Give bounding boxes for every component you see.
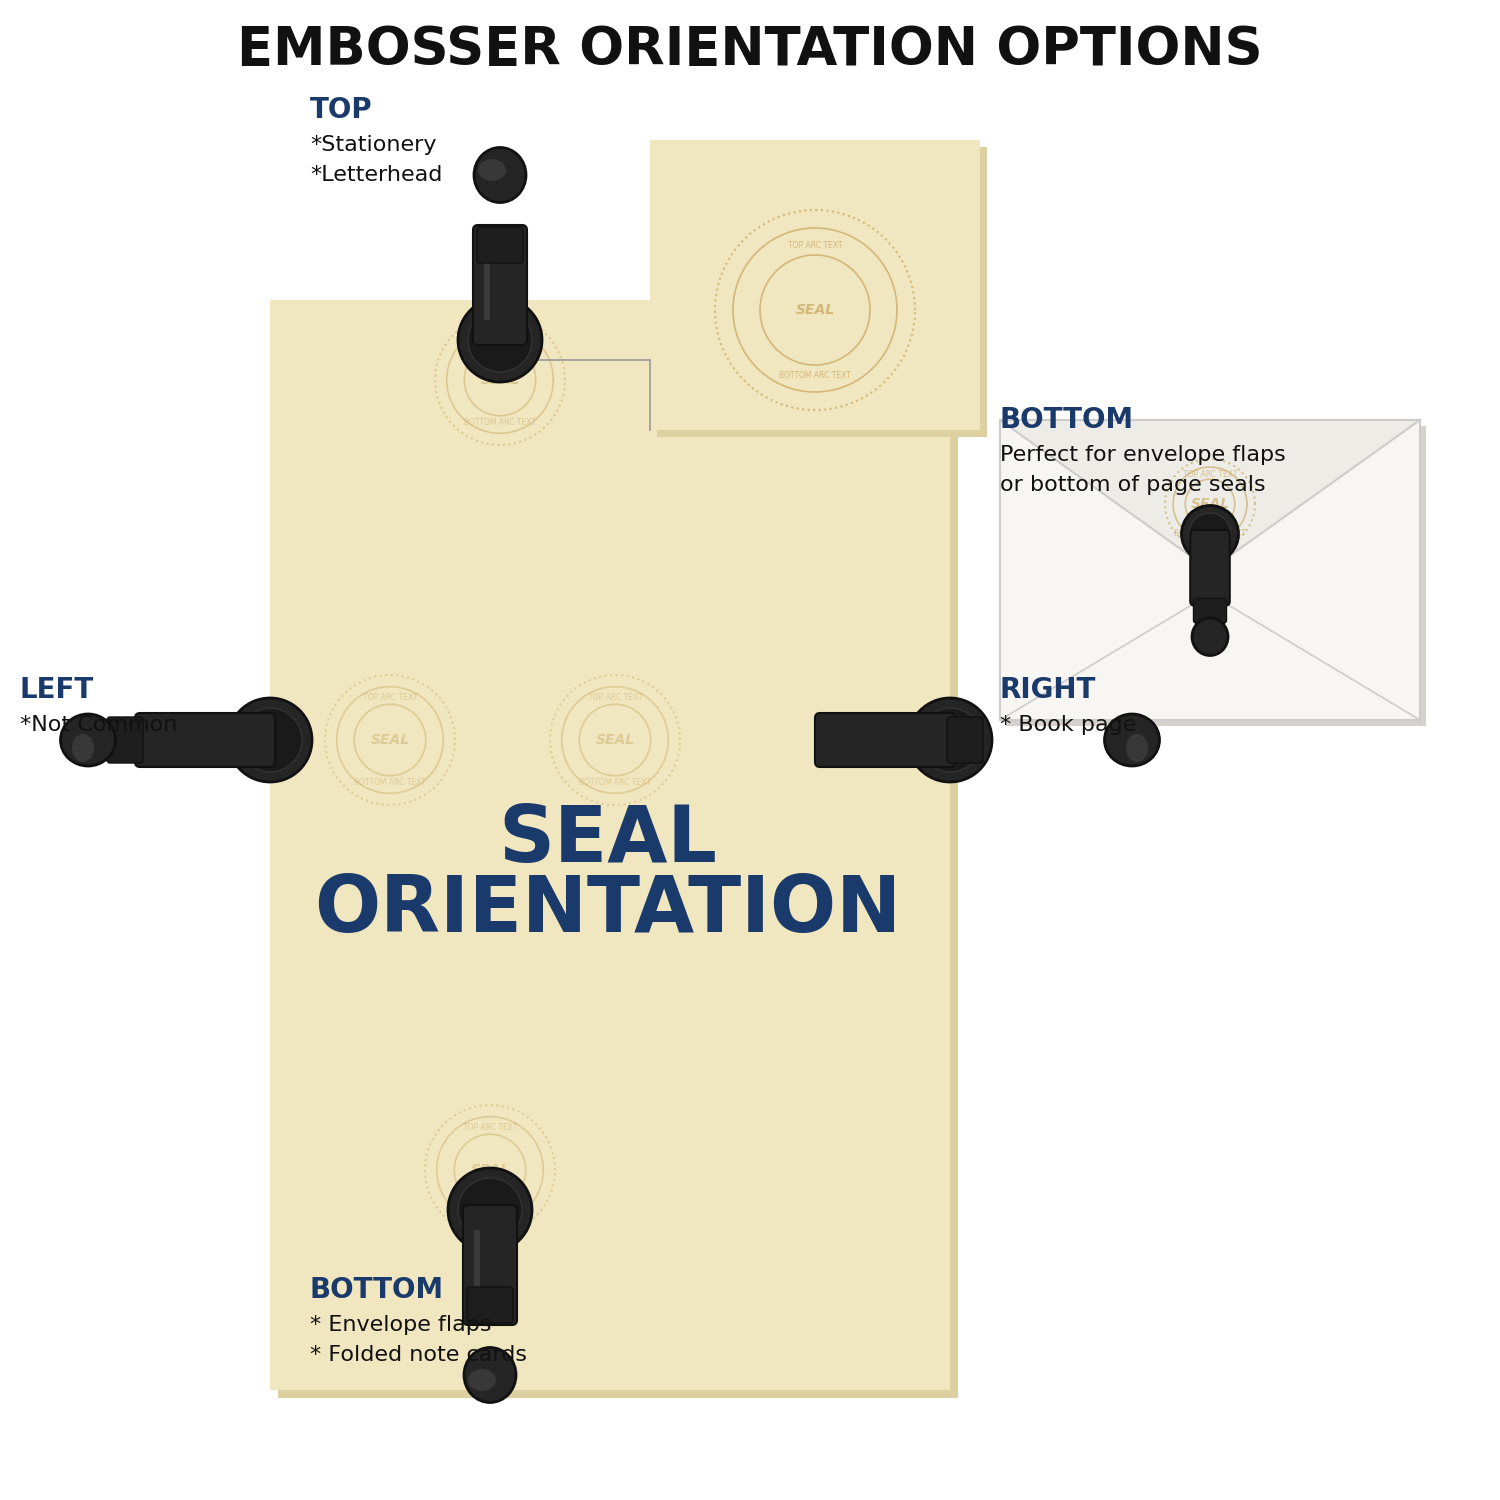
FancyBboxPatch shape xyxy=(472,225,526,345)
Circle shape xyxy=(1190,513,1231,555)
Text: BOTTOM: BOTTOM xyxy=(310,1276,444,1304)
Polygon shape xyxy=(1000,420,1420,570)
Text: BOTTOM ARC TEXT: BOTTOM ARC TEXT xyxy=(1174,530,1246,538)
Text: BOTTOM ARC TEXT: BOTTOM ARC TEXT xyxy=(454,1208,526,1216)
Polygon shape xyxy=(474,1230,480,1300)
Text: RIGHT: RIGHT xyxy=(1000,676,1096,703)
FancyBboxPatch shape xyxy=(815,712,956,766)
Text: *Not Common: *Not Common xyxy=(20,716,177,735)
Circle shape xyxy=(448,1168,532,1252)
Text: TOP ARC TEXT: TOP ARC TEXT xyxy=(1182,471,1238,480)
Circle shape xyxy=(918,708,982,772)
Ellipse shape xyxy=(1126,734,1148,762)
FancyBboxPatch shape xyxy=(135,712,274,766)
FancyBboxPatch shape xyxy=(657,147,987,436)
Text: or bottom of page seals: or bottom of page seals xyxy=(1000,476,1266,495)
Circle shape xyxy=(1182,506,1239,562)
Text: SEAL: SEAL xyxy=(596,734,634,747)
FancyBboxPatch shape xyxy=(477,226,524,262)
Text: BOTTOM ARC TEXT: BOTTOM ARC TEXT xyxy=(579,777,651,786)
Ellipse shape xyxy=(478,159,506,182)
FancyBboxPatch shape xyxy=(270,300,950,1391)
FancyBboxPatch shape xyxy=(1194,598,1227,624)
Text: SEAL: SEAL xyxy=(471,1162,510,1178)
Circle shape xyxy=(908,698,992,782)
Ellipse shape xyxy=(468,1370,496,1390)
FancyBboxPatch shape xyxy=(946,717,982,764)
Text: SEAL: SEAL xyxy=(498,802,717,877)
Text: TOP ARC TEXT: TOP ARC TEXT xyxy=(462,1124,518,1132)
FancyBboxPatch shape xyxy=(1191,530,1230,606)
Text: *Letterhead: *Letterhead xyxy=(310,165,442,184)
Text: BOTTOM ARC TEXT: BOTTOM ARC TEXT xyxy=(778,370,850,380)
FancyBboxPatch shape xyxy=(1007,426,1426,726)
Text: TOP ARC TEXT: TOP ARC TEXT xyxy=(472,333,528,342)
Text: * Book page: * Book page xyxy=(1000,716,1137,735)
Text: *Stationery: *Stationery xyxy=(310,135,436,154)
FancyBboxPatch shape xyxy=(650,140,980,430)
Circle shape xyxy=(458,298,542,382)
Text: LEFT: LEFT xyxy=(20,676,94,703)
Ellipse shape xyxy=(72,734,94,762)
FancyBboxPatch shape xyxy=(1000,420,1420,720)
Ellipse shape xyxy=(60,714,116,766)
Text: SEAL: SEAL xyxy=(1191,496,1230,512)
Text: * Folded note cards: * Folded note cards xyxy=(310,1346,526,1365)
Text: SEAL: SEAL xyxy=(370,734,410,747)
Text: TOP ARC TEXT: TOP ARC TEXT xyxy=(788,240,843,249)
Ellipse shape xyxy=(474,147,526,202)
Text: EMBOSSER ORIENTATION OPTIONS: EMBOSSER ORIENTATION OPTIONS xyxy=(237,24,1263,76)
Ellipse shape xyxy=(1104,714,1160,766)
Polygon shape xyxy=(484,251,490,320)
Text: TOP ARC TEXT: TOP ARC TEXT xyxy=(588,693,642,702)
Text: TOP ARC TEXT: TOP ARC TEXT xyxy=(363,693,417,702)
Circle shape xyxy=(468,308,532,372)
Text: ORIENTATION: ORIENTATION xyxy=(315,871,902,948)
FancyBboxPatch shape xyxy=(278,308,958,1398)
Text: BOTTOM ARC TEXT: BOTTOM ARC TEXT xyxy=(354,777,426,786)
FancyBboxPatch shape xyxy=(106,717,142,764)
Ellipse shape xyxy=(1192,618,1228,656)
Text: * Envelope flaps: * Envelope flaps xyxy=(310,1316,492,1335)
Text: BOTTOM ARC TEXT: BOTTOM ARC TEXT xyxy=(464,417,536,426)
FancyBboxPatch shape xyxy=(466,1287,513,1323)
Ellipse shape xyxy=(464,1347,516,1402)
Circle shape xyxy=(458,1178,522,1242)
Text: SEAL: SEAL xyxy=(795,303,834,316)
Text: BOTTOM: BOTTOM xyxy=(1000,406,1134,433)
Text: Perfect for envelope flaps: Perfect for envelope flaps xyxy=(1000,446,1286,465)
Circle shape xyxy=(238,708,302,772)
Text: SEAL: SEAL xyxy=(480,374,519,387)
FancyBboxPatch shape xyxy=(464,1204,518,1324)
Text: TOP: TOP xyxy=(310,96,372,124)
Circle shape xyxy=(228,698,312,782)
